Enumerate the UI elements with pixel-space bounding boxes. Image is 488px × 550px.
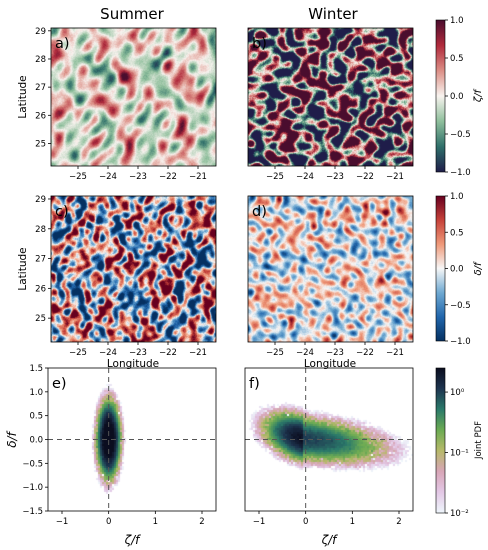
panel-a-frame	[50, 27, 217, 167]
winter-title: Winter	[308, 5, 358, 23]
panel-b-label: b)	[252, 36, 267, 52]
vorticity-colorbar: 1.0 0.5 0.0 −0.5 −1.0 ζ/f	[435, 16, 484, 178]
colorbar-tick-label: 0.0	[450, 92, 464, 102]
vorticity-colorbar-label: ζ/f	[473, 88, 484, 103]
y-tick-label: 0.5	[29, 412, 43, 422]
panel-a-label: a)	[55, 36, 70, 52]
divergence-winter-field	[248, 196, 413, 342]
y-tick-label: 1.0	[29, 388, 43, 398]
divergence-summer-field	[51, 196, 216, 342]
divergence-colorbar: 1.0 0.5 0.0 −0.5 −1.0 δ/f	[435, 192, 484, 347]
x-tick-label: 0	[303, 517, 308, 527]
x-tick-label: −25	[69, 348, 87, 358]
divergence-colorbar-bar	[435, 195, 446, 342]
y-tick-label: 29	[35, 27, 46, 37]
y-tick-label: 27	[35, 83, 46, 93]
panel-e-joint-pdf-summer: e) −1 0 1 2 1.5 1.0 0.5 0.0 −0.5 −1.0 −1.5 δ/f ζ/f	[5, 364, 217, 547]
divergence-colorbar-label: δ/f	[473, 261, 484, 275]
y-tick-label: 25	[35, 139, 46, 149]
panel-f-xlabel: ζ/f	[321, 533, 339, 547]
panel-b-vorticity-winter: b) −25 −24 −23 −22 −21	[247, 27, 414, 182]
panel-c-label: c)	[55, 204, 69, 220]
pdf-colorbar-bar	[435, 367, 446, 514]
x-tick-label: −21	[386, 348, 404, 358]
summer-title: Summer	[100, 5, 164, 23]
x-tick-label: 2	[199, 517, 204, 527]
panel-d-xlabel: Longitude	[304, 358, 356, 370]
colorbar-tick-label: −0.5	[450, 301, 471, 311]
x-tick-label: −1	[253, 517, 266, 527]
pdf-colorbar: 10⁰ 10⁻¹ 10⁻² Joint PDF	[435, 367, 484, 519]
x-tick-label: −23	[326, 172, 344, 182]
x-tick-label: −21	[386, 172, 404, 182]
y-tick-label: 28	[35, 225, 46, 235]
y-tick-label: 26	[35, 111, 46, 121]
panel-f-frame	[244, 367, 414, 512]
y-tick-label: 28	[35, 55, 46, 65]
x-tick-label: −24	[296, 172, 314, 182]
vorticity-colorbar-bar	[435, 19, 446, 173]
colorbar-tick-label: 0.5	[450, 54, 464, 64]
x-tick-label: −23	[326, 348, 344, 358]
x-tick-label: −22	[159, 348, 177, 358]
y-tick-label: 27	[35, 255, 46, 265]
y-tick-label: −1.0	[22, 483, 43, 493]
vorticity-summer-field	[51, 28, 216, 166]
pdf-colorbar-label: Joint PDF	[474, 421, 484, 460]
x-tick-label: −24	[99, 172, 117, 182]
x-tick-label: 0	[106, 517, 111, 527]
colorbar-tick-label: 10⁰	[450, 388, 465, 398]
panel-c-xlabel: Longitude	[107, 358, 159, 370]
vorticity-winter-field	[248, 28, 413, 166]
panel-c-ylabel: Latitude	[17, 247, 29, 290]
x-tick-label: −22	[356, 172, 374, 182]
panel-c-frame	[50, 195, 217, 343]
x-tick-label: −25	[69, 172, 87, 182]
panel-d-label: d)	[252, 204, 267, 220]
x-tick-label: −22	[356, 348, 374, 358]
x-tick-label: −21	[189, 172, 207, 182]
x-tick-label: −24	[99, 348, 117, 358]
x-tick-label: 2	[396, 517, 401, 527]
x-tick-label: −23	[129, 172, 147, 182]
panel-e-label: e)	[52, 376, 67, 392]
x-tick-label: −25	[266, 348, 284, 358]
x-tick-label: −1	[56, 517, 69, 527]
panel-c-divergence-summer: c) −25 −24 −23 −22 −21 25 26 27 28 29 Latitude Lo…	[17, 195, 217, 370]
x-tick-label: 1	[350, 517, 355, 527]
colorbar-tick-label: −1.0	[450, 168, 471, 178]
y-tick-label: 25	[35, 314, 46, 324]
panel-f-joint-pdf-winter: f) −1 0 1 2 ζ/f	[244, 367, 414, 547]
x-tick-label: 1	[153, 517, 158, 527]
colorbar-tick-label: −0.5	[450, 130, 471, 140]
colorbar-tick-label: 1.0	[450, 16, 464, 26]
panel-d-divergence-winter: d) −25 −24 −23 −22 −21 Longitude	[247, 195, 414, 370]
y-tick-label: 0.0	[29, 436, 43, 446]
colorbar-tick-label: 10⁻¹	[450, 449, 469, 459]
y-tick-label: −0.5	[22, 459, 43, 469]
panel-a-vorticity-summer: a) −25 −24 −23 −22 −21 25 26 27 28 29 Latitude	[17, 27, 217, 182]
panel-a-ylabel: Latitude	[17, 75, 29, 118]
panel-d-frame	[247, 195, 414, 343]
x-tick-label: −24	[296, 348, 314, 358]
panel-b-frame	[247, 27, 414, 167]
y-tick-label: 1.5	[29, 364, 43, 374]
colorbar-tick-label: 0.5	[450, 228, 464, 238]
y-tick-label: 26	[35, 284, 46, 294]
colorbar-tick-label: 1.0	[450, 192, 464, 202]
panel-e-xlabel: ζ/f	[124, 533, 142, 547]
panel-e-ylabel: δ/f	[5, 430, 19, 447]
y-tick-label: 29	[35, 195, 46, 205]
panel-f-label: f)	[249, 376, 260, 392]
colorbar-tick-label: 10⁻²	[450, 509, 469, 519]
x-tick-label: −25	[266, 172, 284, 182]
y-tick-label: −1.5	[22, 507, 43, 517]
colorbar-tick-label: 0.0	[450, 265, 464, 275]
x-tick-label: −21	[189, 348, 207, 358]
x-tick-label: −23	[129, 348, 147, 358]
colorbar-tick-label: −1.0	[450, 337, 471, 347]
x-tick-label: −22	[159, 172, 177, 182]
